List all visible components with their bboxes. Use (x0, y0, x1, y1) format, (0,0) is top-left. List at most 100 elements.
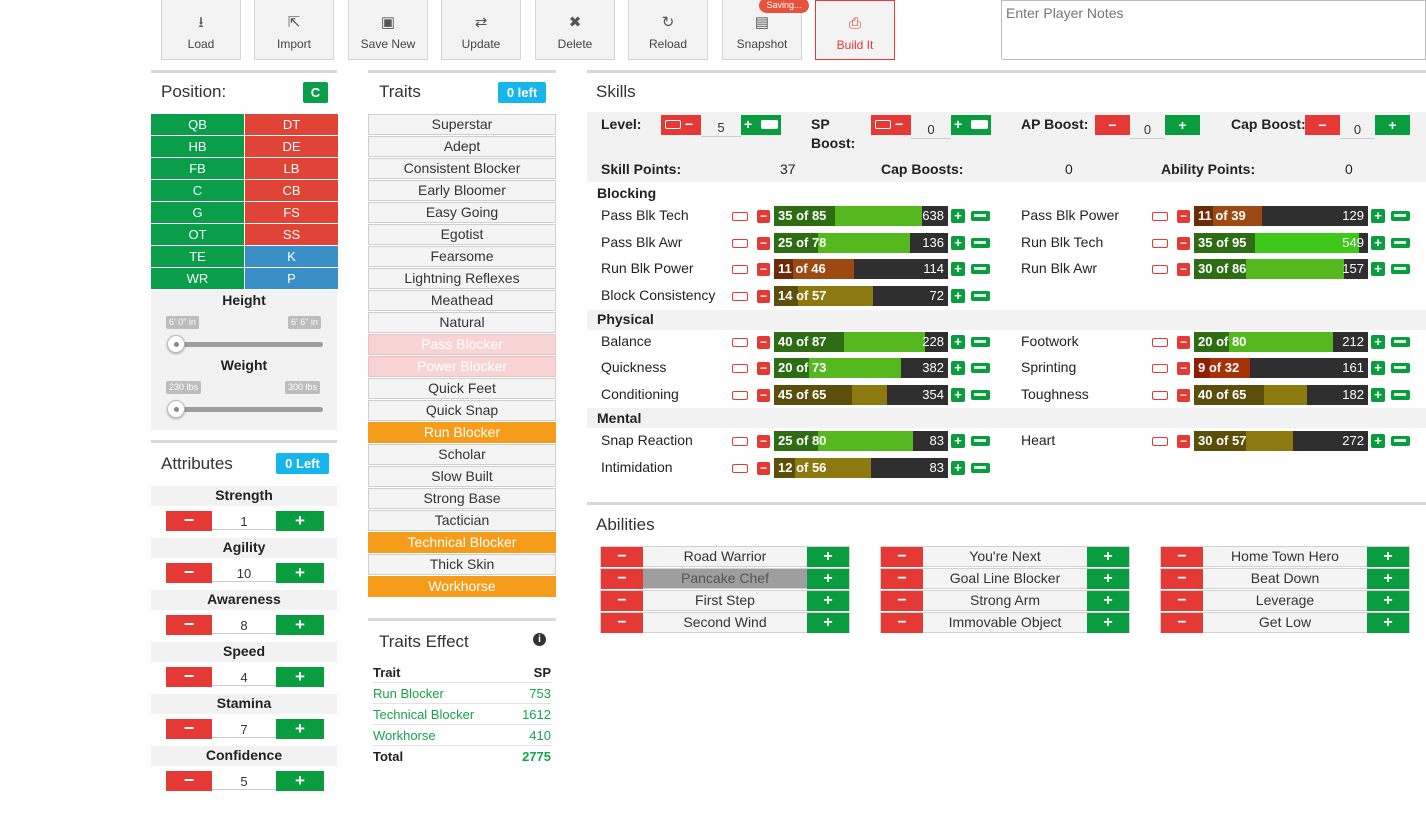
awareness-increase-button[interactable]: + (276, 615, 324, 635)
level-decrease-button[interactable]: − (661, 115, 701, 135)
player-notes-input[interactable] (1001, 0, 1426, 60)
plus-icon[interactable]: + (951, 335, 965, 349)
battery-icon[interactable] (971, 291, 990, 301)
agility-value[interactable]: 10 (212, 560, 276, 582)
weight-slider-track[interactable] (168, 407, 323, 412)
ability-name[interactable]: Leverage (1255, 592, 1315, 608)
ability-remove-button[interactable]: − (881, 569, 923, 589)
trait-early-bloomer[interactable]: Early Bloomer (368, 180, 556, 201)
minus-icon[interactable]: − (1177, 263, 1190, 276)
cap-boost-value[interactable]: 0 (1340, 115, 1375, 139)
load-button[interactable]: ⭳ Load (161, 0, 241, 60)
confidence-decrease-button[interactable]: − (166, 771, 212, 791)
trait-egotist[interactable]: Egotist (368, 224, 556, 245)
position-te[interactable]: TE (151, 246, 244, 267)
ability-add-button[interactable]: + (807, 547, 849, 567)
ability-add-button[interactable]: + (1367, 613, 1409, 633)
battery-icon[interactable] (971, 337, 990, 347)
ability-add-button[interactable]: + (1087, 613, 1129, 633)
position-p[interactable]: P (245, 268, 338, 289)
ability-add-button[interactable]: + (807, 569, 849, 589)
level-increase-button[interactable]: + (741, 115, 781, 135)
trait-quick-feet[interactable]: Quick Feet (368, 378, 556, 399)
battery-icon[interactable] (971, 363, 990, 373)
trait-run-blocker[interactable]: Run Blocker (368, 422, 556, 443)
trait-fearsome[interactable]: Fearsome (368, 246, 556, 267)
ap-boost-value[interactable]: 0 (1130, 115, 1165, 139)
outline-minus-icon[interactable] (732, 338, 748, 347)
ability-remove-button[interactable]: − (881, 591, 923, 611)
ability-add-button[interactable]: + (1087, 569, 1129, 589)
awareness-decrease-button[interactable]: − (166, 615, 212, 635)
trait-meathead[interactable]: Meathead (368, 290, 556, 311)
ap-boost-increase-button[interactable]: + (1165, 115, 1200, 135)
strength-increase-button[interactable]: + (276, 511, 324, 531)
outline-minus-icon[interactable] (1152, 391, 1168, 400)
plus-icon[interactable]: + (1371, 262, 1385, 276)
position-qb[interactable]: QB (151, 114, 244, 135)
ability-remove-button[interactable]: − (1161, 569, 1203, 589)
battery-icon[interactable] (1391, 211, 1410, 221)
position-wr[interactable]: WR (151, 268, 244, 289)
ability-remove-button[interactable]: − (601, 613, 643, 633)
plus-icon[interactable]: + (951, 388, 965, 402)
ability-name[interactable]: Home Town Hero (1231, 548, 1339, 564)
update-button[interactable]: ⇄ Update (441, 0, 521, 60)
ability-name[interactable]: Road Warrior (683, 548, 767, 564)
speed-value[interactable]: 4 (212, 664, 276, 686)
battery-icon[interactable] (971, 238, 990, 248)
import-button[interactable]: ⇱ Import (254, 0, 334, 60)
ability-add-button[interactable]: + (1367, 547, 1409, 567)
minus-icon[interactable]: − (757, 336, 770, 349)
trait-workhorse[interactable]: Workhorse (368, 576, 556, 597)
ability-add-button[interactable]: + (1367, 591, 1409, 611)
trait-strong-base[interactable]: Strong Base (368, 488, 556, 509)
minus-icon[interactable]: − (1177, 389, 1190, 402)
ability-name[interactable]: You're Next (969, 548, 1041, 564)
height-slider-knob[interactable] (167, 335, 185, 353)
position-fs[interactable]: FS (245, 202, 338, 223)
ability-add-button[interactable]: + (1087, 591, 1129, 611)
ability-remove-button[interactable]: − (601, 547, 643, 567)
trait-tactician[interactable]: Tactician (368, 510, 556, 531)
awareness-value[interactable]: 8 (212, 612, 276, 634)
battery-icon[interactable] (971, 264, 990, 274)
minus-icon[interactable]: − (1177, 435, 1190, 448)
ability-name[interactable]: Goal Line Blocker (949, 570, 1061, 586)
plus-icon[interactable]: + (951, 461, 965, 475)
trait-slow-built[interactable]: Slow Built (368, 466, 556, 487)
info-icon[interactable]: i (533, 633, 546, 646)
sp-boost-value[interactable]: 0 (911, 115, 951, 139)
minus-icon[interactable]: − (757, 210, 770, 223)
outline-minus-icon[interactable] (1152, 437, 1168, 446)
battery-icon[interactable] (1391, 264, 1410, 274)
position-dt[interactable]: DT (245, 114, 338, 135)
ability-remove-button[interactable]: − (1161, 613, 1203, 633)
battery-icon[interactable] (1391, 363, 1410, 373)
plus-icon[interactable]: + (1371, 209, 1385, 223)
ability-name[interactable]: Second Wind (683, 614, 767, 630)
trait-scholar[interactable]: Scholar (368, 444, 556, 465)
confidence-increase-button[interactable]: + (276, 771, 324, 791)
outline-minus-icon[interactable] (1152, 364, 1168, 373)
outline-minus-icon[interactable] (1152, 265, 1168, 274)
weight-slider-knob[interactable] (167, 400, 185, 418)
outline-minus-icon[interactable] (732, 292, 748, 301)
strength-decrease-button[interactable]: − (166, 511, 212, 531)
ability-add-button[interactable]: + (807, 591, 849, 611)
ability-name[interactable]: Strong Arm (969, 592, 1041, 608)
minus-icon[interactable]: − (1177, 210, 1190, 223)
battery-icon[interactable] (1391, 390, 1410, 400)
minus-icon[interactable]: − (1177, 336, 1190, 349)
reload-button[interactable]: ↻ Reload (628, 0, 708, 60)
battery-icon[interactable] (971, 211, 990, 221)
outline-minus-icon[interactable] (1152, 239, 1168, 248)
ability-name[interactable]: Beat Down (1250, 570, 1320, 586)
plus-icon[interactable]: + (951, 209, 965, 223)
minus-icon[interactable]: − (757, 435, 770, 448)
sp-boost-decrease-button[interactable]: − (871, 115, 911, 135)
ability-name[interactable]: Get Low (1258, 614, 1312, 630)
plus-icon[interactable]: + (1371, 434, 1385, 448)
ability-remove-button[interactable]: − (601, 591, 643, 611)
ability-name[interactable]: First Step (695, 592, 755, 608)
